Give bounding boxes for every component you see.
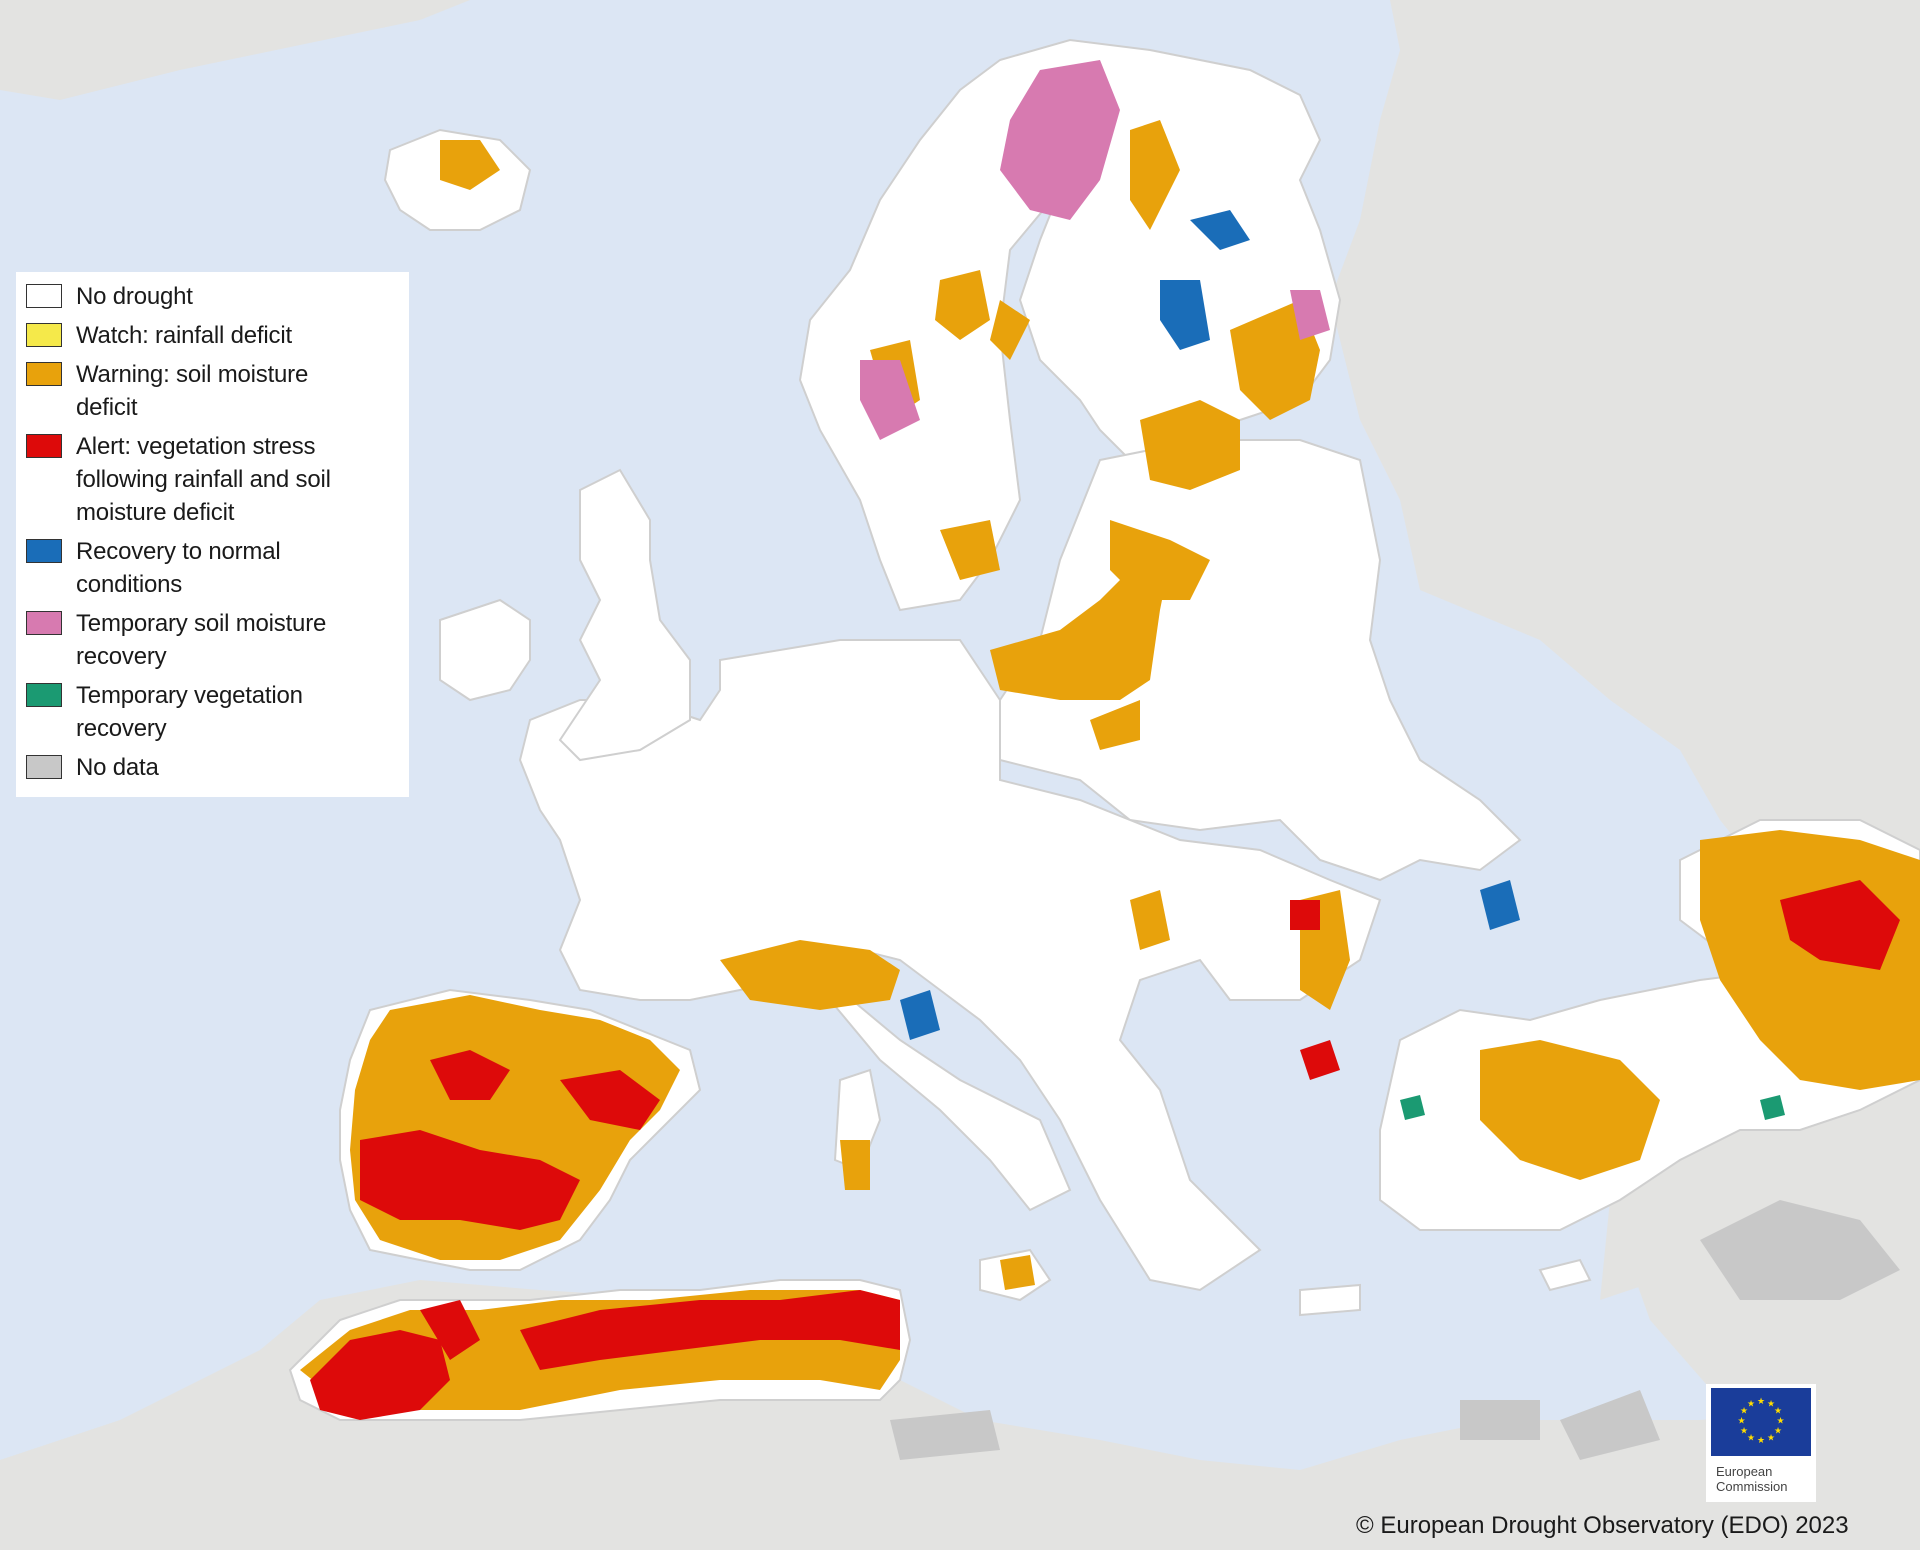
temp-soil-areas (860, 60, 1330, 440)
svg-text:★: ★ (1776, 1417, 1784, 1427)
eu-logo-text: European Commission (1716, 1464, 1788, 1494)
legend-swatch (26, 611, 62, 635)
alert-areas (310, 880, 1900, 1420)
eu-flag-icon: ★ ★ ★ ★ ★ ★ ★ ★ ★ ★ ★ ★ (1711, 1388, 1811, 1456)
svg-text:★: ★ (1740, 1427, 1748, 1437)
legend-label: No data (76, 754, 159, 781)
legend-item: Alert: vegetation stress following rainf… (26, 430, 399, 529)
legend-label: Watch: rainfall deficit (76, 322, 292, 349)
recovery-areas (900, 210, 1520, 1040)
svg-text:★: ★ (1747, 1400, 1755, 1410)
legend: No drought Watch: rainfall deficit Warni… (16, 272, 409, 797)
legend-item: Recovery to normal conditions (26, 535, 399, 601)
legend-label: Temporary soil moisture recovery (76, 610, 327, 670)
legend-swatch (26, 434, 62, 458)
legend-item: Warning: soil moisture deficit (26, 358, 399, 424)
svg-text:★: ★ (1740, 1407, 1748, 1417)
legend-swatch (26, 323, 62, 347)
legend-item: Temporary soil moisture recovery (26, 607, 399, 673)
legend-label: Temporary vegetation recovery (76, 682, 303, 742)
legend-item: No data (26, 751, 399, 784)
legend-item: No drought (26, 280, 399, 313)
legend-swatch (26, 284, 62, 308)
svg-text:★: ★ (1747, 1434, 1755, 1444)
legend-swatch (26, 539, 62, 563)
svg-text:★: ★ (1774, 1427, 1782, 1437)
legend-label: Warning: soil moisture deficit (76, 361, 309, 421)
eu-stars-icon: ★ ★★ ★★★ ★★★ ★★★ (1737, 1397, 1784, 1446)
legend-swatch (26, 362, 62, 386)
svg-text:★: ★ (1757, 1397, 1765, 1407)
legend-item: Watch: rainfall deficit (26, 319, 399, 352)
temp-veg-areas (1400, 1095, 1785, 1120)
svg-text:★: ★ (1767, 1434, 1775, 1444)
svg-text:★: ★ (1757, 1436, 1765, 1446)
european-commission-logo: ★ ★ ★ ★ ★ ★ ★ ★ ★ ★ ★ ★ European Commission (1706, 1384, 1816, 1502)
no-data-areas (890, 1200, 1900, 1460)
svg-text:★: ★ (1737, 1417, 1745, 1427)
svg-text:★: ★ (1774, 1407, 1782, 1417)
copyright-credit: © European Drought Observatory (EDO) 202… (1356, 1512, 1849, 1539)
legend-label: No drought (76, 283, 193, 310)
svg-text:★: ★ (1767, 1400, 1775, 1410)
legend-label: Alert: vegetation stress following rainf… (76, 433, 331, 526)
legend-item: Temporary vegetation recovery (26, 679, 399, 745)
logo-line-1: European (1716, 1464, 1773, 1479)
legend-swatch (26, 755, 62, 779)
legend-swatch (26, 683, 62, 707)
legend-label: Recovery to normal conditions (76, 538, 281, 598)
logo-line-2: Commission (1716, 1479, 1788, 1494)
